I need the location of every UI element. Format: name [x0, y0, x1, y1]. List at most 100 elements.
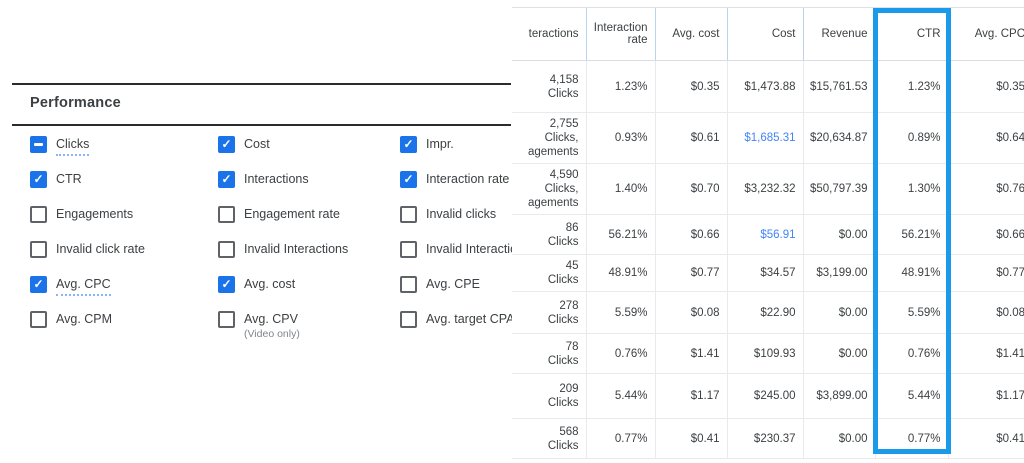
divider-top: [12, 83, 511, 85]
cell-avg-cost: $0.61: [654, 112, 727, 164]
metric-option-labelbox: Avg. CPC: [56, 276, 111, 296]
metric-option-labelbox: Invalid clicks: [426, 206, 496, 223]
cell-revenue: $50,797.39: [802, 163, 875, 215]
checkbox-checked-icon[interactable]: [400, 171, 417, 188]
metric-option-avg-cpv[interactable]: Avg. CPV (Video only): [218, 311, 400, 346]
column-header-teractions[interactable]: teractions: [512, 7, 586, 61]
metric-option-engagements[interactable]: Engagements: [30, 206, 218, 241]
metric-option-impr[interactable]: Impr.: [400, 136, 512, 171]
metric-option-label: Avg. CPE: [426, 277, 480, 291]
metric-option-avg-cpm[interactable]: Avg. CPM: [30, 311, 218, 346]
cell-cost: $1,473.88: [726, 60, 803, 113]
checkbox-unchecked-icon[interactable]: [400, 241, 417, 258]
cell-interaction-rate: 0.77%: [585, 418, 655, 459]
cell-interaction-rate: 1.23%: [585, 60, 655, 113]
metric-option-label: Interactions: [244, 172, 309, 186]
checkbox-unchecked-icon[interactable]: [30, 311, 47, 328]
cell-avg-cost: $1.41: [654, 333, 727, 374]
checkbox-unchecked-icon[interactable]: [218, 206, 235, 223]
cell-cost[interactable]: $56.91: [726, 214, 803, 255]
checkbox-checked-icon[interactable]: [400, 136, 417, 153]
metric-option-avg-cost[interactable]: Avg. cost: [218, 276, 400, 311]
panel-title: Performance: [30, 95, 121, 111]
interactions-line: 209: [559, 383, 579, 395]
checkbox-unchecked-icon[interactable]: [218, 241, 235, 258]
column-header-avg-cost[interactable]: Avg. cost: [654, 7, 727, 61]
metric-option-label: Clicks: [56, 136, 90, 156]
checkbox-unchecked-icon[interactable]: [218, 311, 235, 328]
cell-interactions: 278 Clicks: [512, 291, 586, 334]
checkbox-checked-icon[interactable]: [218, 171, 235, 188]
metric-option-labelbox: Impr.: [426, 136, 454, 153]
metric-option-invalid-click-rate[interactable]: Invalid click rate: [30, 241, 218, 276]
checkbox-unchecked-icon[interactable]: [400, 276, 417, 293]
metric-option-label: Invalid Interactio: [426, 242, 512, 256]
cell-ctr: 1.23%: [874, 60, 948, 113]
table-row: 4,590 Clicks, agements 1.40% $0.70 $3,232.32 $…: [512, 163, 1024, 215]
cell-interaction-rate: 0.76%: [585, 333, 655, 374]
cell-avg-cost: $0.08: [654, 291, 727, 334]
column-header-interaction-rate[interactable]: Interaction rate: [585, 7, 655, 61]
metric-option-label: Impr.: [426, 137, 454, 151]
checkbox-column-2: Cost Interactions Engagement rate Invalid I…: [218, 136, 400, 346]
checkbox-column-3: Impr. Interaction rate Invalid clicks Inval…: [400, 136, 512, 346]
cell-cost: $34.57: [726, 254, 803, 292]
checkbox-unchecked-icon[interactable]: [30, 241, 47, 258]
checkbox-checked-icon[interactable]: [218, 136, 235, 153]
metric-option-invalid-interactions[interactable]: Invalid Interactions: [218, 241, 400, 276]
divider-bottom: [12, 124, 511, 126]
cell-interaction-rate: 0.93%: [585, 112, 655, 164]
checkbox-unchecked-icon[interactable]: [400, 311, 417, 328]
checkbox-checked-icon[interactable]: [218, 276, 235, 293]
metric-option-label: Cost: [244, 137, 270, 151]
checkbox-indeterminate-icon[interactable]: [30, 136, 47, 153]
column-header-ctr[interactable]: CTR: [874, 7, 948, 61]
interactions-line: Clicks: [547, 235, 579, 248]
metric-option-labelbox: Avg. CPE: [426, 276, 480, 293]
checkbox-checked-icon[interactable]: [30, 276, 47, 293]
cell-cost[interactable]: $1,685.31: [726, 112, 803, 164]
metric-option-labelbox: Interaction rate: [426, 171, 509, 188]
metric-option-labelbox: Interactions: [244, 171, 309, 188]
table-row: 209 Clicks 5.44% $1.17 $245.00 $3,899.00 5.44%…: [512, 373, 1024, 419]
cell-avg-cost: $0.70: [654, 163, 727, 215]
metric-option-invalid-clicks[interactable]: Invalid clicks: [400, 206, 512, 241]
metric-option-label: Avg. CPC: [56, 276, 111, 296]
column-header-avg-cpc[interactable]: Avg. CPC: [947, 7, 1024, 61]
metric-option-cost[interactable]: Cost: [218, 136, 400, 171]
metric-option-label: Avg. CPM: [56, 312, 113, 326]
cell-avg-cpc: $0.77: [947, 254, 1024, 292]
cell-avg-cpc: $0.08: [947, 291, 1024, 334]
column-header-cost[interactable]: Cost: [726, 7, 803, 61]
metric-option-interaction-rate[interactable]: Interaction rate: [400, 171, 512, 206]
cell-interactions: 209 Clicks: [512, 373, 586, 419]
column-header-revenue[interactable]: Revenue: [802, 7, 875, 61]
metric-option-avg-cpe[interactable]: Avg. CPE: [400, 276, 512, 311]
metric-option-labelbox: Avg. cost: [244, 276, 295, 293]
checkbox-checked-icon[interactable]: [30, 171, 47, 188]
metric-option-invalid-interactio[interactable]: Invalid Interactio: [400, 241, 512, 276]
metric-option-labelbox: Engagement rate: [244, 206, 340, 223]
table-row: 568 Clicks 0.77% $0.41 $230.37 $0.00 0.77% $0.4…: [512, 418, 1024, 459]
cell-ctr: 5.44%: [874, 373, 948, 419]
metric-option-avg-cpc[interactable]: Avg. CPC: [30, 276, 218, 311]
metric-option-label: Engagements: [56, 207, 134, 221]
metric-option-clicks[interactable]: Clicks: [30, 136, 218, 171]
metric-option-label: Avg. CPV: [244, 312, 298, 326]
cell-revenue: $0.00: [802, 333, 875, 374]
metric-option-ctr[interactable]: CTR: [30, 171, 218, 206]
checkbox-unchecked-icon[interactable]: [400, 206, 417, 223]
metric-option-label: Avg. target CPA: [426, 312, 512, 326]
interactions-line: 4,590: [549, 169, 579, 181]
metric-option-sublabel: (Video only): [244, 328, 300, 340]
metric-option-interactions[interactable]: Interactions: [218, 171, 400, 206]
metric-option-avg-target-cpa[interactable]: Avg. target CPA: [400, 311, 512, 346]
cell-avg-cpc: $1.41: [947, 333, 1024, 374]
metric-option-labelbox: Invalid Interactions: [244, 241, 348, 258]
metric-option-labelbox: Invalid click rate: [56, 241, 145, 258]
checkbox-unchecked-icon[interactable]: [30, 206, 47, 223]
column-picker-panel: Performance Clicks CTR Engagements Invalid …: [0, 0, 512, 463]
metric-option-engagement-rate[interactable]: Engagement rate: [218, 206, 400, 241]
interactions-line: Clicks,: [544, 183, 579, 195]
interactions-line: Clicks,: [544, 132, 579, 144]
